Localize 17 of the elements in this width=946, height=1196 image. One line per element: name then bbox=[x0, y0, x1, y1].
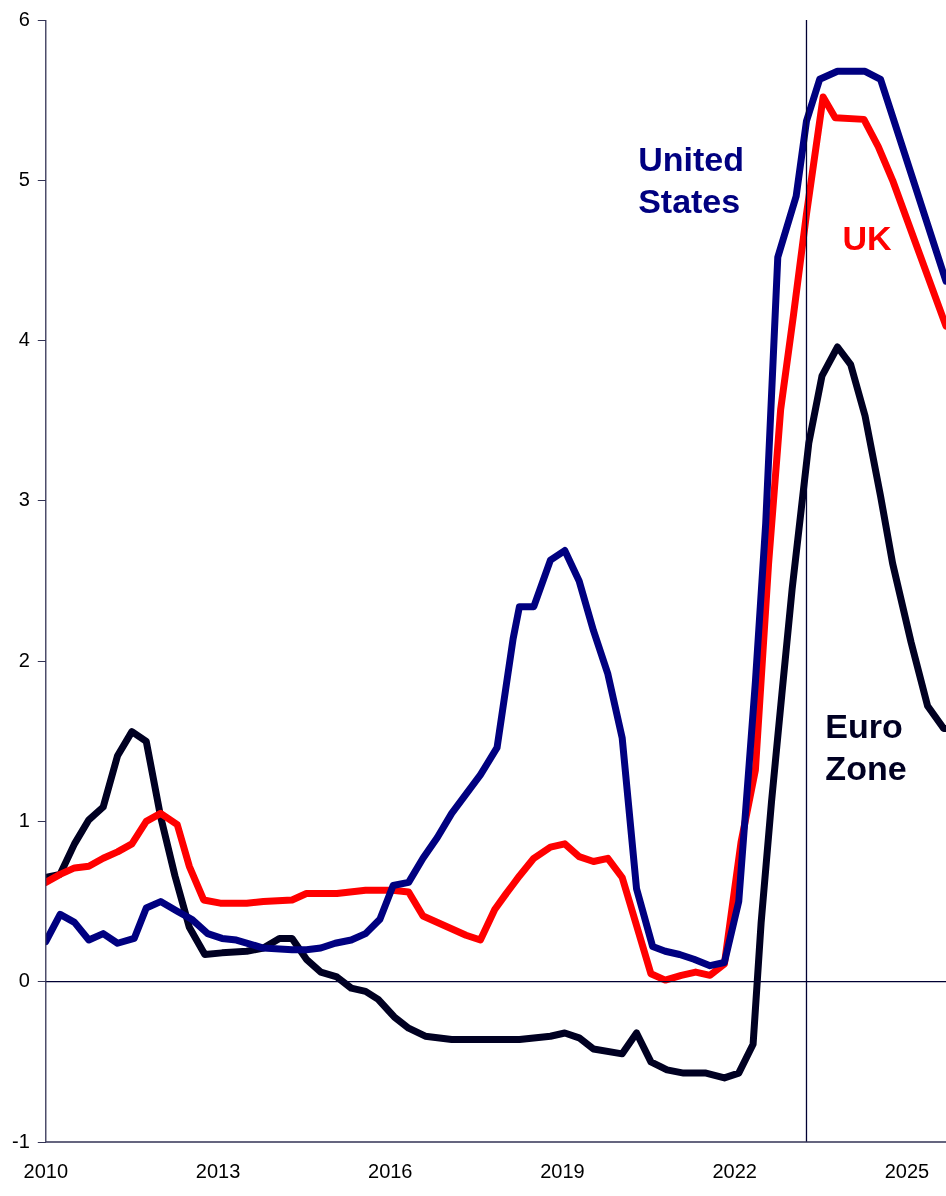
y-tick-label: 1 bbox=[18, 808, 30, 831]
y-tick-label: 5 bbox=[18, 167, 30, 190]
y-tick-label: 2 bbox=[18, 648, 30, 671]
y-tick-label: 3 bbox=[18, 488, 30, 511]
x-tick-label: 2010 bbox=[23, 1159, 69, 1182]
x-tick-label: 2019 bbox=[540, 1159, 585, 1182]
series-label: United States bbox=[638, 140, 744, 221]
y-tick-label: 4 bbox=[18, 328, 30, 351]
x-tick-label: 2016 bbox=[368, 1159, 413, 1182]
x-tick-label: 2025 bbox=[884, 1159, 930, 1182]
y-tick-label: 6 bbox=[18, 7, 30, 30]
series-label: Euro Zone bbox=[825, 707, 907, 788]
x-tick-label: 2022 bbox=[712, 1159, 757, 1182]
series-label: UK bbox=[842, 219, 893, 258]
x-tick-label: 2013 bbox=[195, 1159, 241, 1182]
y-tick-label: 0 bbox=[18, 969, 30, 992]
y-tick-label: -1 bbox=[11, 1129, 30, 1152]
